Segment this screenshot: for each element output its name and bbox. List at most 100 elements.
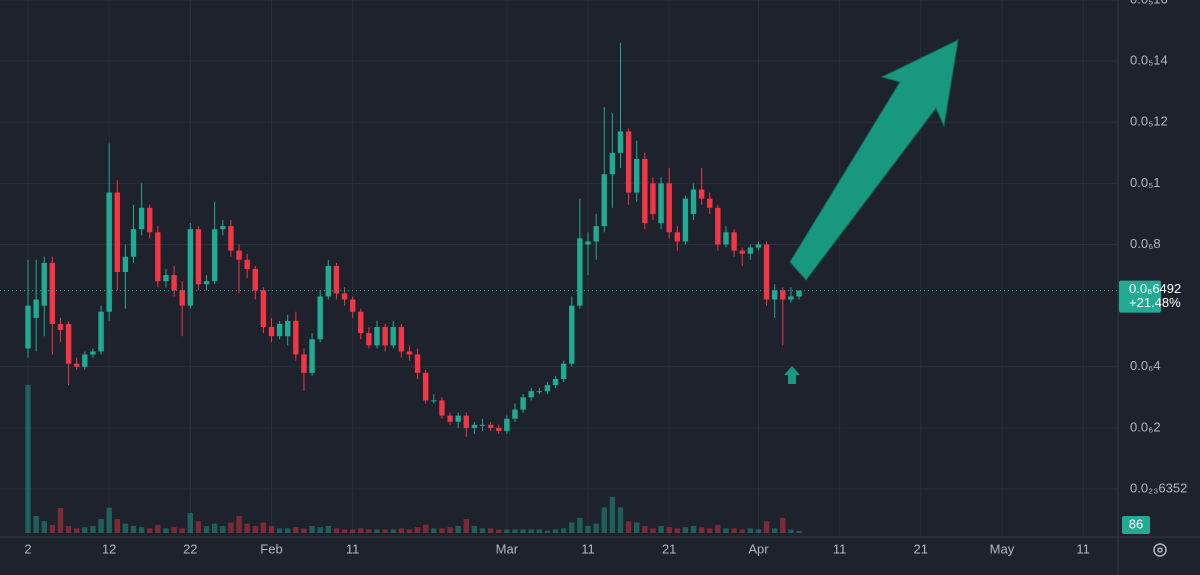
candle-body [536,391,543,393]
candle-body [130,229,137,257]
candle-body [90,351,96,355]
candle-body [155,232,161,282]
candle-body [82,354,88,367]
volume-bar [138,527,145,533]
settings-button[interactable] [1153,543,1167,557]
candle-body [317,296,323,340]
y-tick-label: 0.0₆2 [1130,419,1161,434]
candle-body [723,232,729,245]
x-tick-label: May [990,541,1015,556]
x-tick-label: 12 [102,541,116,556]
volume-bar [707,528,713,533]
volume-bar [650,528,656,533]
volume-bar [479,528,486,533]
volume-bar [211,523,218,533]
volume-bar [220,526,226,533]
candle-body [747,247,754,254]
volume-bar [723,528,729,533]
volume-bar [317,527,323,533]
candle-body [374,327,380,346]
candle-body [788,296,794,300]
x-tick-label: 2 [24,541,31,556]
candle-body [504,418,510,431]
candle-body [228,226,234,251]
candle-body [57,323,64,331]
candle-body [528,391,534,398]
volume-bar [780,517,786,533]
candle-body [106,192,112,312]
x-tick-label: Apr [748,541,769,556]
volume-bar [414,527,421,533]
volume-bar [203,526,210,533]
x-tick-label: 21 [914,541,928,556]
x-tick-label: Mar [496,541,519,556]
volume-bar [374,529,380,533]
x-tick-label: 22 [183,541,197,556]
volume-bar [293,527,299,533]
volume-bar [228,522,234,533]
candle-body [447,415,453,422]
axes: 0.0₅16 0.0₅14 0.0₅12 0.0₅1 0.0₆8 0.0₆4 0.0₆2 0.… [24,0,1187,556]
candle-body [479,424,486,426]
volume-bar [333,528,340,533]
candle-body [236,250,242,260]
candle-body [577,238,583,306]
volume-bar [422,524,429,533]
candle-body [122,256,129,273]
settings-icon[interactable] [1153,543,1167,557]
volume-bar [504,529,510,533]
volume-bar [114,519,120,533]
candle-body [682,198,689,242]
candle-body [666,183,672,233]
volume-bar [455,526,461,533]
volume-bar [106,507,112,533]
candle-body [715,207,721,245]
candle-body [552,378,559,386]
candle-body [366,333,372,346]
candle-body [496,427,502,431]
candle-body [471,424,478,428]
volume-label: 86 [1129,516,1143,531]
volume-bar [301,528,307,533]
settings-icon-center[interactable] [1157,547,1163,553]
candle-body [634,158,640,193]
change-label: +21.48% [1129,295,1181,310]
x-tick-label: 11 [581,541,595,556]
candle-body [674,232,680,242]
volume-bar [682,527,689,533]
candle-body [65,323,72,364]
volume-bar [147,528,153,533]
volume-bar [788,529,794,533]
volume-bar [609,496,616,533]
volume-bar [796,530,802,533]
candle-body [455,415,461,422]
last-price-box [1119,280,1161,313]
volume-bar [130,526,137,533]
volume-bar [731,528,737,533]
last-price-label: 0.0₆6492 [1129,281,1181,296]
candle-body [333,265,340,294]
candle-body [211,229,218,282]
candle-body [260,290,267,328]
annotation-up-arrow [784,366,800,384]
volume-bar [25,384,31,533]
candle-body [268,327,275,337]
volume-bar [285,528,291,533]
candle-body [220,226,226,230]
volume-bar [73,528,80,533]
candle-body [276,323,283,337]
candle-body [439,400,445,416]
volume-bar [577,517,583,533]
volume-bar [496,529,502,533]
candle-body [179,290,185,306]
volume-pane [25,384,802,533]
candle-body [771,290,778,300]
candle-body [41,262,47,306]
candle-body [796,290,802,297]
x-tick-label: 11 [346,541,360,556]
candle-body [163,275,169,282]
volume-bar [763,521,770,533]
candle-body [625,131,632,193]
